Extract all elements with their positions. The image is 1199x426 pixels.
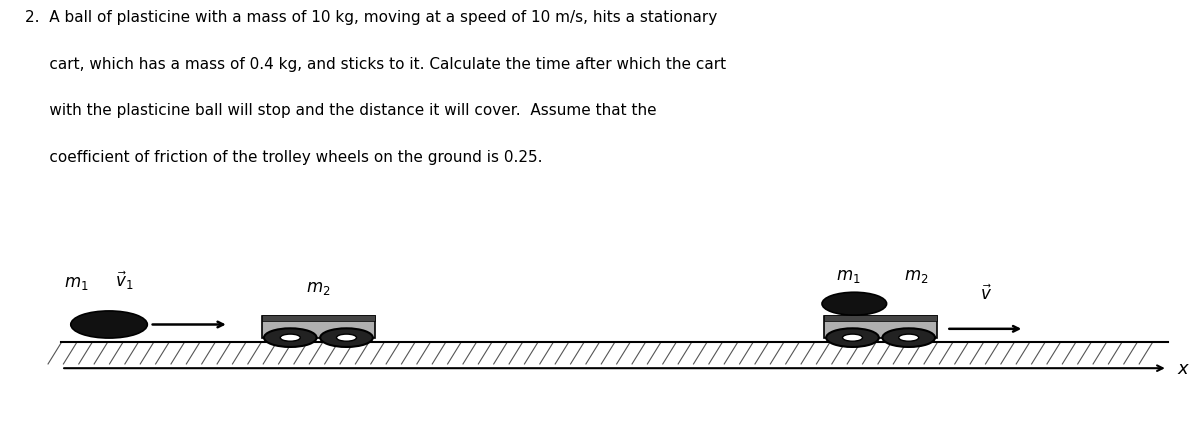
Text: coefficient of friction of the trolley wheels on the ground is 0.25.: coefficient of friction of the trolley w… — [25, 150, 543, 164]
FancyBboxPatch shape — [261, 316, 375, 338]
Text: $\vec{v}_1$: $\vec{v}_1$ — [115, 269, 134, 292]
Text: $m_1$: $m_1$ — [836, 266, 861, 284]
FancyBboxPatch shape — [824, 316, 938, 338]
Circle shape — [899, 334, 918, 341]
Text: x: x — [1177, 360, 1188, 377]
Circle shape — [337, 334, 356, 341]
Text: $\vec{v}$: $\vec{v}$ — [980, 284, 992, 304]
Text: cart, which has a mass of 0.4 kg, and sticks to it. Calculate the time after whi: cart, which has a mass of 0.4 kg, and st… — [25, 56, 727, 72]
Text: $m_2$: $m_2$ — [904, 266, 929, 284]
Circle shape — [71, 311, 147, 338]
FancyBboxPatch shape — [261, 315, 375, 321]
Text: $m_2$: $m_2$ — [306, 279, 331, 297]
Text: with the plasticine ball will stop and the distance it will cover.  Assume that : with the plasticine ball will stop and t… — [25, 103, 657, 118]
Text: $m_1$: $m_1$ — [65, 274, 89, 292]
Circle shape — [843, 334, 862, 341]
Circle shape — [826, 328, 879, 347]
Text: 2.  A ball of plasticine with a mass of 10 kg, moving at a speed of 10 m/s, hits: 2. A ball of plasticine with a mass of 1… — [25, 10, 717, 25]
Circle shape — [281, 334, 300, 341]
Circle shape — [320, 328, 373, 347]
Circle shape — [823, 293, 886, 315]
FancyBboxPatch shape — [824, 315, 938, 321]
Circle shape — [264, 328, 317, 347]
Circle shape — [882, 328, 935, 347]
